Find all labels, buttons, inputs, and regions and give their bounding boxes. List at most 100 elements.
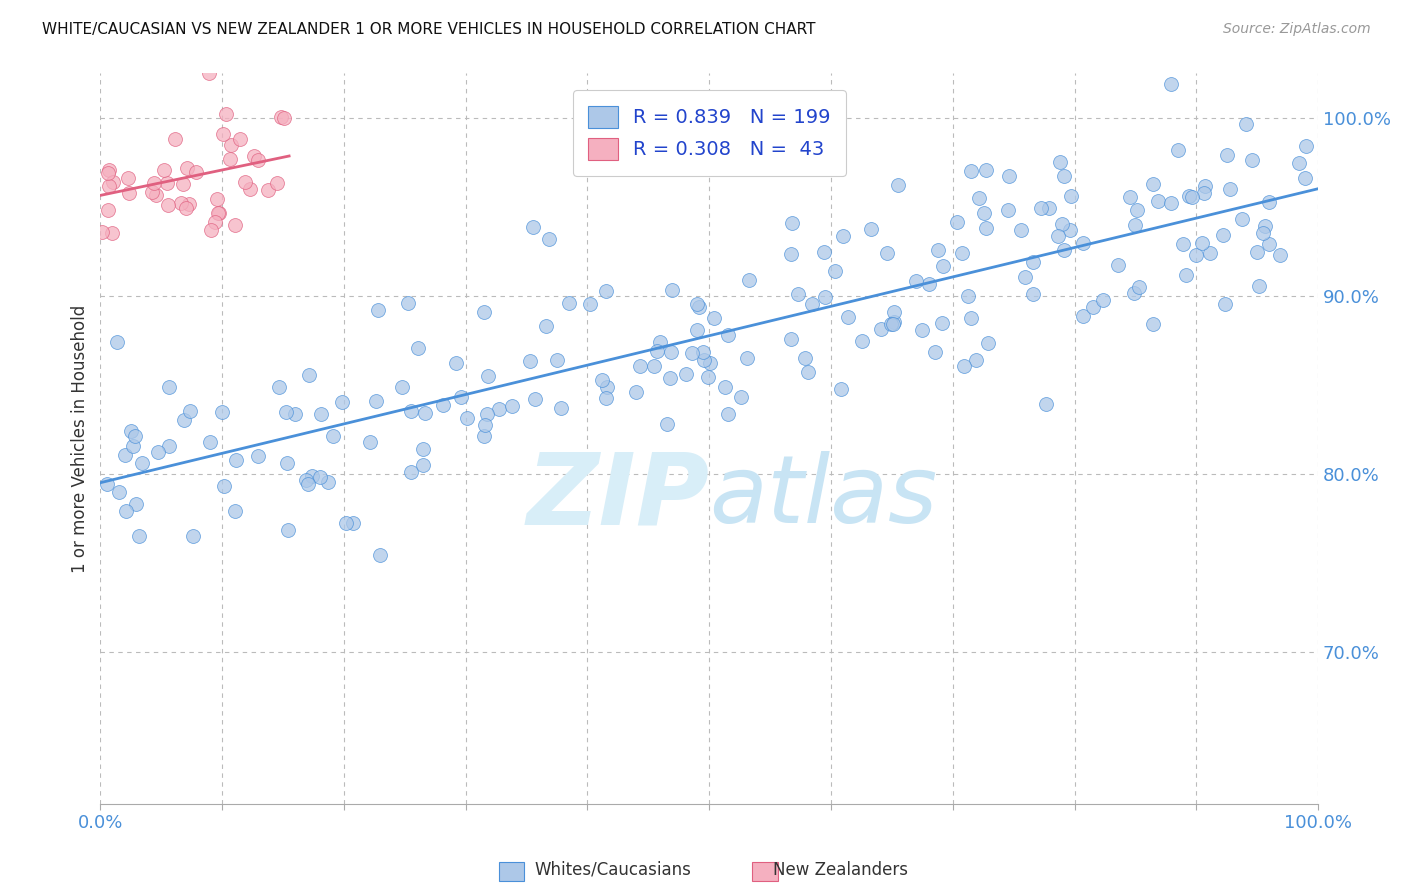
Point bbox=[215, 107, 238, 121]
Point bbox=[519, 354, 541, 368]
Point bbox=[204, 215, 226, 229]
Point bbox=[98, 178, 121, 193]
Point bbox=[316, 475, 339, 490]
Point bbox=[408, 341, 430, 355]
Point bbox=[686, 323, 709, 337]
Point bbox=[1160, 78, 1182, 92]
Point bbox=[224, 504, 246, 518]
Point bbox=[967, 191, 990, 205]
Point bbox=[837, 310, 859, 324]
Point bbox=[800, 297, 823, 311]
Point bbox=[946, 215, 969, 229]
Point bbox=[97, 166, 120, 180]
Point bbox=[98, 162, 121, 177]
Point bbox=[960, 311, 983, 326]
Point bbox=[780, 216, 803, 230]
Point bbox=[974, 162, 997, 177]
Point bbox=[1160, 196, 1182, 211]
Point bbox=[1142, 177, 1164, 191]
Point bbox=[1022, 255, 1045, 269]
Point bbox=[118, 186, 141, 200]
Point bbox=[165, 132, 187, 146]
Point bbox=[1049, 155, 1071, 169]
Point bbox=[1123, 286, 1146, 301]
Point bbox=[952, 359, 974, 374]
Point bbox=[905, 274, 928, 288]
Point bbox=[243, 149, 266, 163]
Point bbox=[131, 456, 153, 470]
Point bbox=[714, 380, 737, 394]
Point bbox=[578, 297, 600, 311]
Point bbox=[472, 429, 495, 443]
Text: New Zealanders: New Zealanders bbox=[773, 861, 908, 879]
Point bbox=[738, 273, 761, 287]
Point bbox=[1254, 219, 1277, 234]
Point bbox=[931, 316, 953, 330]
Point bbox=[105, 334, 128, 349]
Point bbox=[456, 410, 478, 425]
Point bbox=[1194, 179, 1216, 194]
Point bbox=[399, 466, 422, 480]
Point bbox=[200, 223, 222, 237]
Point bbox=[1191, 236, 1213, 251]
Point bbox=[1142, 317, 1164, 331]
Point bbox=[1194, 186, 1216, 200]
Point bbox=[173, 413, 195, 427]
Point bbox=[309, 407, 332, 421]
Point bbox=[813, 245, 835, 260]
Point bbox=[169, 196, 191, 211]
Point bbox=[735, 351, 758, 366]
Point bbox=[596, 380, 619, 394]
Point bbox=[367, 302, 389, 317]
Point bbox=[309, 470, 332, 484]
Point bbox=[1147, 194, 1170, 209]
Point bbox=[335, 516, 357, 530]
Point bbox=[779, 246, 801, 260]
Point bbox=[276, 524, 298, 538]
Point bbox=[796, 365, 818, 379]
Point bbox=[474, 417, 496, 432]
Point bbox=[174, 201, 197, 215]
Point bbox=[157, 439, 180, 453]
Point bbox=[176, 161, 198, 175]
Point bbox=[1253, 226, 1275, 240]
Point bbox=[364, 393, 387, 408]
Point bbox=[488, 402, 510, 417]
Point bbox=[650, 335, 672, 350]
Point bbox=[659, 371, 682, 385]
Point bbox=[1053, 243, 1076, 257]
Point bbox=[1053, 169, 1076, 184]
Point bbox=[359, 434, 381, 449]
Point bbox=[883, 315, 905, 329]
Point bbox=[977, 336, 1000, 351]
Point bbox=[1216, 147, 1239, 161]
Point bbox=[645, 344, 668, 359]
Point bbox=[1123, 218, 1146, 232]
Point bbox=[1219, 181, 1241, 195]
Point bbox=[887, 178, 910, 192]
Point bbox=[1059, 223, 1081, 237]
Point bbox=[1038, 201, 1060, 215]
Point bbox=[883, 305, 905, 319]
Point bbox=[172, 178, 194, 192]
Point bbox=[1240, 153, 1263, 168]
Text: WHITE/CAUCASIAN VS NEW ZEALANDER 1 OR MORE VEHICLES IN HOUSEHOLD CORRELATION CHA: WHITE/CAUCASIAN VS NEW ZEALANDER 1 OR MO… bbox=[42, 22, 815, 37]
Point bbox=[1198, 246, 1220, 260]
Point bbox=[143, 176, 166, 190]
Point bbox=[1071, 310, 1094, 324]
Text: Source: ZipAtlas.com: Source: ZipAtlas.com bbox=[1223, 22, 1371, 37]
Point bbox=[152, 51, 174, 65]
Point bbox=[177, 197, 200, 211]
Point bbox=[1118, 190, 1140, 204]
Point bbox=[205, 193, 228, 207]
Point bbox=[1173, 236, 1195, 251]
Point bbox=[522, 219, 544, 234]
Point bbox=[301, 469, 323, 483]
Point bbox=[159, 380, 181, 394]
Point bbox=[661, 283, 683, 297]
Point bbox=[115, 504, 138, 518]
Point bbox=[546, 352, 568, 367]
Point bbox=[1247, 279, 1270, 293]
Point bbox=[703, 310, 725, 325]
Point bbox=[692, 344, 714, 359]
